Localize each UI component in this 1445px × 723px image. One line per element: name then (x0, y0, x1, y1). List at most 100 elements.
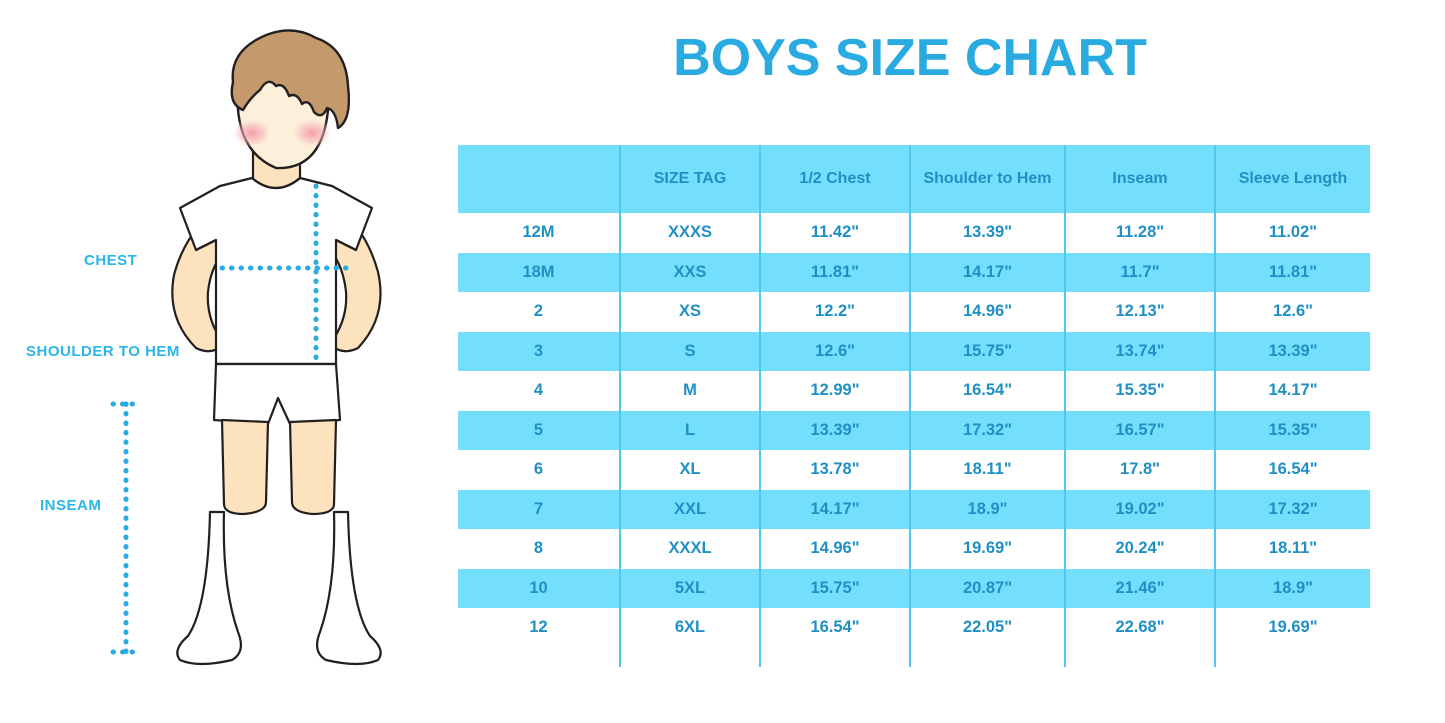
size-table: SIZE TAG 1/2 Chest Shoulder to Hem Insea… (458, 145, 1370, 648)
cell-shoulder-to-hem: 20.87" (909, 568, 1065, 608)
cell-inseam: 16.57" (1064, 410, 1215, 450)
cell-sleeve-length: 13.39" (1214, 331, 1370, 371)
cell-half-chest: 11.81" (759, 252, 910, 292)
chest-label: CHEST (84, 252, 138, 269)
cell-size: 3 (458, 331, 620, 371)
cell-sleeve-length: 15.35" (1214, 410, 1370, 450)
cell-sleeve-length: 16.54" (1214, 450, 1370, 490)
table-row: 3 S 12.6" 15.75" 13.74" 13.39" (458, 331, 1370, 371)
inseam-label: INSEAM (40, 497, 102, 514)
cell-shoulder-to-hem: 14.17" (909, 252, 1065, 292)
size-table-head: SIZE TAG 1/2 Chest Shoulder to Hem Insea… (458, 145, 1370, 213)
table-row: 2 XS 12.2" 14.96" 12.13" 12.6" (458, 292, 1370, 332)
figure-legs (220, 418, 338, 516)
table-row: 6 XL 13.78" 18.11" 17.8" 16.54" (458, 450, 1370, 490)
cell-size-tag: XXL (619, 489, 760, 529)
table-row: 8 XXXL 14.96" 19.69" 20.24" 18.11" (458, 529, 1370, 569)
column-header-size-tag: SIZE TAG (619, 145, 760, 213)
cell-size: 7 (458, 489, 620, 529)
cell-shoulder-to-hem: 14.96" (909, 292, 1065, 332)
boy-illustration-panel: CHEST SHOULDER TO HEM INSEAM (0, 0, 450, 723)
cell-shoulder-to-hem: 15.75" (909, 331, 1065, 371)
cell-inseam: 13.74" (1064, 331, 1215, 371)
cell-sleeve-length: 11.02" (1214, 213, 1370, 253)
cell-size: 12M (458, 213, 620, 253)
figure-tshirt (178, 176, 374, 366)
cell-half-chest: 14.96" (759, 529, 910, 569)
figure-shoes (176, 510, 382, 666)
cell-sleeve-length: 14.17" (1214, 371, 1370, 411)
column-rule (619, 645, 621, 667)
cell-half-chest: 12.2" (759, 292, 910, 332)
column-rule (1214, 645, 1216, 667)
cell-half-chest: 15.75" (759, 568, 910, 608)
cell-size-tag: XXXS (619, 213, 760, 253)
cell-half-chest: 16.54" (759, 608, 910, 648)
cell-shoulder-to-hem: 17.32" (909, 410, 1065, 450)
cell-size-tag: M (619, 371, 760, 411)
cell-size-tag: XL (619, 450, 760, 490)
cell-half-chest: 13.39" (759, 410, 910, 450)
cell-size: 5 (458, 410, 620, 450)
cell-size-tag: S (619, 331, 760, 371)
cell-sleeve-length: 17.32" (1214, 489, 1370, 529)
cell-shoulder-to-hem: 19.69" (909, 529, 1065, 569)
cell-inseam: 21.46" (1064, 568, 1215, 608)
cell-sleeve-length: 11.81" (1214, 252, 1370, 292)
cell-inseam: 19.02" (1064, 489, 1215, 529)
shoulder-to-hem-label: SHOULDER TO HEM (26, 343, 180, 360)
column-rule (909, 645, 911, 667)
table-header-row: SIZE TAG 1/2 Chest Shoulder to Hem Insea… (458, 145, 1370, 213)
cell-size-tag: XS (619, 292, 760, 332)
cell-size-tag: 5XL (619, 568, 760, 608)
cell-half-chest: 14.17" (759, 489, 910, 529)
cell-size-tag: L (619, 410, 760, 450)
cell-size: 2 (458, 292, 620, 332)
cell-sleeve-length: 19.69" (1214, 608, 1370, 648)
column-header-inseam: Inseam (1064, 145, 1215, 213)
inseam-dotted-line (110, 401, 144, 655)
cell-half-chest: 12.99" (759, 371, 910, 411)
column-header-size (458, 145, 620, 213)
table-rule-extension (458, 645, 1370, 667)
table-row: 5 L 13.39" 17.32" 16.57" 15.35" (458, 410, 1370, 450)
cell-inseam: 11.28" (1064, 213, 1215, 253)
column-rule (759, 645, 761, 667)
cell-size-tag: XXXL (619, 529, 760, 569)
size-table-container: SIZE TAG 1/2 Chest Shoulder to Hem Insea… (458, 145, 1370, 648)
cell-sleeve-length: 18.9" (1214, 568, 1370, 608)
cell-sleeve-length: 18.11" (1214, 529, 1370, 569)
cell-shoulder-to-hem: 18.9" (909, 489, 1065, 529)
cell-size: 18M (458, 252, 620, 292)
cell-shoulder-to-hem: 13.39" (909, 213, 1065, 253)
cell-inseam: 20.24" (1064, 529, 1215, 569)
table-row: 12 6XL 16.54" 22.05" 22.68" 19.69" (458, 608, 1370, 648)
cell-half-chest: 13.78" (759, 450, 910, 490)
cell-inseam: 17.8" (1064, 450, 1215, 490)
cell-inseam: 15.35" (1064, 371, 1215, 411)
cell-size: 10 (458, 568, 620, 608)
table-row: 4 M 12.99" 16.54" 15.35" 14.17" (458, 371, 1370, 411)
column-header-sleeve-length: Sleeve Length (1214, 145, 1370, 213)
cell-size-tag: XXS (619, 252, 760, 292)
cell-inseam: 12.13" (1064, 292, 1215, 332)
column-rule (1064, 645, 1066, 667)
cell-inseam: 22.68" (1064, 608, 1215, 648)
boy-figure-illustration (110, 29, 382, 666)
table-row: 7 XXL 14.17" 18.9" 19.02" 17.32" (458, 489, 1370, 529)
table-row: 12M XXXS 11.42" 13.39" 11.28" 11.02" (458, 213, 1370, 253)
size-table-body: 12M XXXS 11.42" 13.39" 11.28" 11.02" 18M… (458, 213, 1370, 648)
column-header-half-chest: 1/2 Chest (759, 145, 910, 213)
column-header-shoulder-to-hem: Shoulder to Hem (909, 145, 1065, 213)
cell-half-chest: 12.6" (759, 331, 910, 371)
cell-size: 6 (458, 450, 620, 490)
cell-shoulder-to-hem: 18.11" (909, 450, 1065, 490)
figure-hair (230, 29, 351, 130)
cell-shoulder-to-hem: 16.54" (909, 371, 1065, 411)
page-title: BOYS SIZE CHART (673, 29, 1147, 87)
cell-size: 12 (458, 608, 620, 648)
cell-shoulder-to-hem: 22.05" (909, 608, 1065, 648)
cell-size-tag: 6XL (619, 608, 760, 648)
cell-size: 8 (458, 529, 620, 569)
